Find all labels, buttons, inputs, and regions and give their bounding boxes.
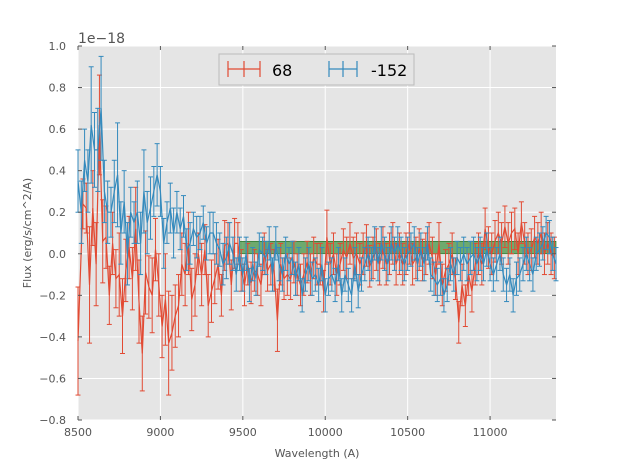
y-tick-label: 0.6 (49, 123, 67, 136)
legend-marker-152 (328, 61, 358, 77)
legend-entry-68: 68 (227, 61, 292, 80)
y-tick-label: 0.0 (49, 248, 67, 261)
y-offset-label: 1e−18 (78, 31, 125, 47)
y-tick-label: −0.6 (39, 372, 66, 385)
series-1 (75, 55, 559, 313)
y-tick-label: −0.4 (39, 331, 66, 344)
series-layer (75, 55, 559, 396)
legend: 68 -152 (218, 53, 415, 86)
y-tick-label: 1.0 (49, 40, 67, 53)
axis-layer: 8500 9000 9500 10000 10500 11000 −0.8 −0.6 −0.4 −… (39, 40, 556, 439)
x-tick-label: 8500 (64, 426, 92, 439)
x-tick-label: 9500 (229, 426, 257, 439)
y-tick-label: 0.4 (49, 165, 67, 178)
legend-entry-152: -152 (328, 61, 407, 80)
x-tick-label: 11000 (473, 426, 508, 439)
y-axis-label: Flux (erg/s/cm^2/A) (21, 178, 34, 288)
series-line (77, 108, 557, 296)
x-tick-label: 9000 (146, 426, 174, 439)
y-tick-label: −0.2 (39, 289, 66, 302)
legend-marker-68 (227, 61, 261, 77)
y-tick-label: 0.2 (49, 206, 67, 219)
y-tick-label: −0.8 (39, 414, 66, 427)
x-axis-label: Wavelength (A) (275, 447, 360, 460)
legend-label-152: -152 (371, 61, 407, 80)
x-tick-label: 10000 (308, 426, 343, 439)
series-line (77, 124, 555, 354)
legend-label-68: 68 (272, 61, 292, 80)
x-tick-label: 10500 (390, 426, 425, 439)
y-tick-label: 0.8 (49, 82, 67, 95)
